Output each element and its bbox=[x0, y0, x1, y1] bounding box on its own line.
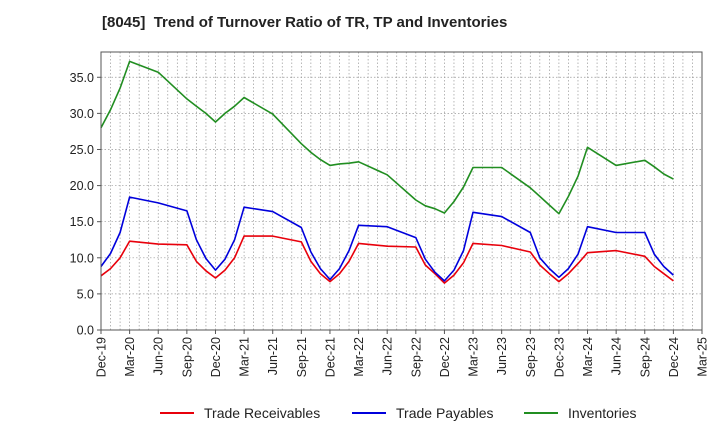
series-lines bbox=[100, 60, 674, 284]
y-tick-label: 20.0 bbox=[70, 179, 94, 193]
x-tick-label: Mar-20 bbox=[123, 337, 137, 377]
x-tick-label: Jun-20 bbox=[152, 337, 166, 375]
x-tick-label: Sep-24 bbox=[638, 337, 652, 377]
legend-item-trade-receivables: Trade Receivables bbox=[160, 405, 320, 421]
y-tick-label: 30.0 bbox=[70, 107, 94, 121]
x-tick-label: Jun-21 bbox=[266, 337, 280, 375]
x-tick-label: Mar-21 bbox=[238, 337, 252, 377]
x-tick-label: Mar-24 bbox=[581, 337, 595, 377]
series-line-trade-payables bbox=[100, 196, 674, 282]
x-tick-label: Mar-25 bbox=[696, 337, 710, 377]
legend-item-trade-payables: Trade Payables bbox=[352, 405, 494, 421]
x-tick-label: Dec-21 bbox=[323, 337, 337, 377]
grid-lines bbox=[100, 52, 703, 331]
legend-label: Inventories bbox=[568, 405, 637, 421]
series-line-inventories bbox=[100, 60, 674, 215]
y-tick-label: 10.0 bbox=[70, 251, 94, 265]
legend-swatch-inventories bbox=[524, 412, 558, 414]
x-tick-label: Dec-19 bbox=[95, 337, 109, 377]
x-tick-label: Jun-22 bbox=[381, 337, 395, 375]
x-tick-label: Dec-24 bbox=[667, 337, 681, 377]
y-tick-label: 35.0 bbox=[70, 71, 94, 85]
y-tick-label: 25.0 bbox=[70, 143, 94, 157]
y-tick-label: 15.0 bbox=[70, 215, 94, 229]
y-tick-label: 0.0 bbox=[77, 324, 94, 338]
legend-swatch-trade-payables bbox=[352, 412, 386, 414]
x-axis: Dec-19 Mar-20 Jun-20 Sep-20 Dec-20 Mar-21 Jun-… bbox=[95, 330, 710, 377]
x-tick-label: Mar-22 bbox=[352, 337, 366, 377]
plot-frame bbox=[100, 51, 703, 331]
legend-item-inventories: Inventories bbox=[524, 405, 636, 421]
x-tick-label: Sep-20 bbox=[180, 337, 194, 377]
x-tick-label: Jun-23 bbox=[495, 337, 509, 375]
legend-label: Trade Receivables bbox=[204, 405, 321, 421]
x-tick-label: Dec-22 bbox=[438, 337, 452, 377]
x-tick-label: Sep-21 bbox=[295, 337, 309, 377]
y-axis: 0.0 5.0 10.0 15.0 20.0 25.0 30.0 35.0 bbox=[70, 71, 101, 338]
y-tick-label: 5.0 bbox=[77, 287, 94, 301]
x-tick-label: Sep-22 bbox=[409, 337, 423, 377]
x-tick-label: Mar-23 bbox=[467, 337, 481, 377]
legend-label: Trade Payables bbox=[396, 405, 494, 421]
legend-swatch-trade-receivables bbox=[160, 412, 194, 414]
x-tick-label: Dec-20 bbox=[209, 337, 223, 377]
x-tick-label: Jun-24 bbox=[610, 337, 624, 375]
x-tick-label: Sep-23 bbox=[524, 337, 538, 377]
x-tick-label: Dec-23 bbox=[552, 337, 566, 377]
chart-title: [8045] Trend of Turnover Ratio of TR, TP… bbox=[102, 14, 508, 31]
series-line-trade-receivables bbox=[100, 235, 674, 284]
